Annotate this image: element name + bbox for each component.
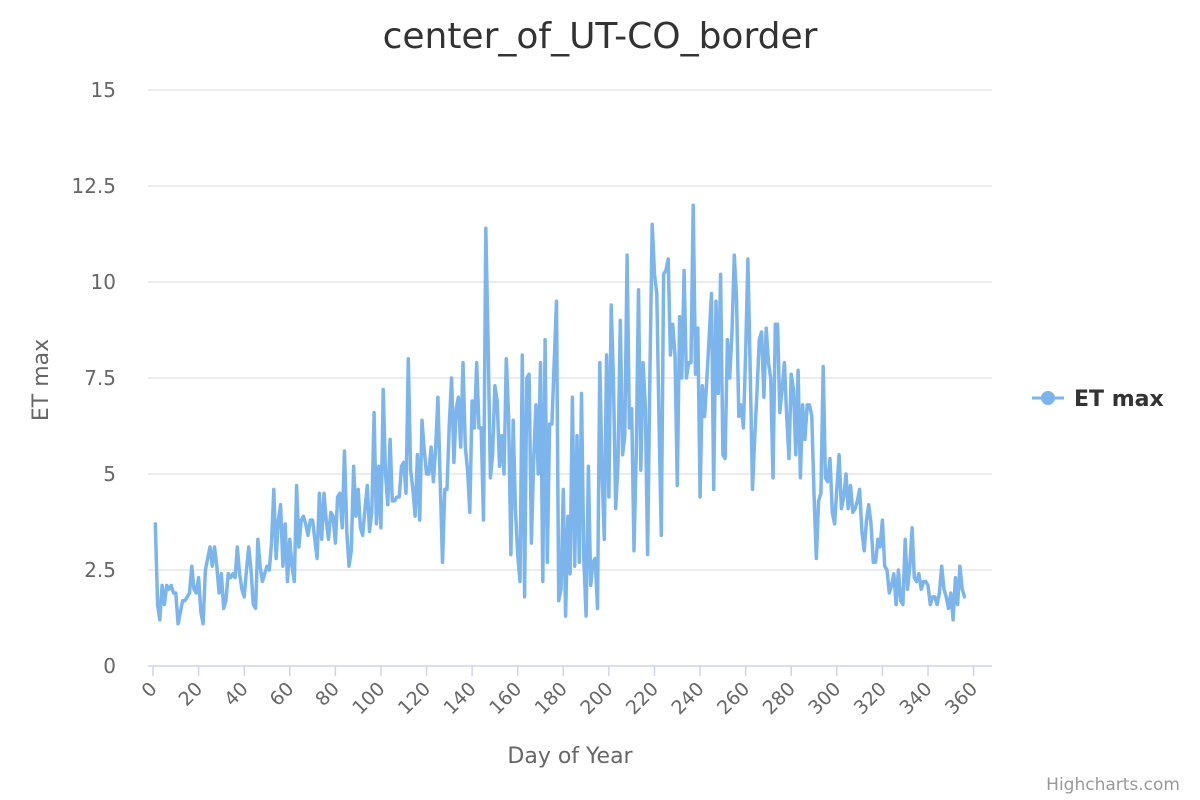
legend-item-et-max[interactable]: ET max (1032, 387, 1164, 412)
x-tick-label: 0 (137, 678, 161, 702)
y-tick-label: 10 (91, 270, 116, 294)
x-tick-label: 60 (266, 678, 299, 711)
x-tick-label: 340 (895, 678, 936, 719)
y-tick-label: 12.5 (71, 174, 116, 198)
y-axis-ticks: 0 2.5 5 7.5 10 12.5 15 (71, 78, 116, 678)
y-tick-label: 5 (103, 462, 116, 486)
x-tick-label: 280 (759, 678, 800, 719)
y-axis-title: ET max (29, 339, 54, 421)
highcharts-credits[interactable]: Highcharts.com (1046, 775, 1180, 795)
x-tick-label: 140 (439, 678, 480, 719)
y-tick-label: 7.5 (84, 366, 116, 390)
legend-marker (1041, 391, 1055, 405)
x-tick-label: 260 (713, 678, 754, 719)
x-tick-label: 100 (348, 678, 389, 719)
y-tick-label: 0 (103, 654, 116, 678)
x-tick-label: 320 (850, 678, 891, 719)
x-tick-label: 120 (394, 678, 435, 719)
y-tick-label: 15 (91, 78, 116, 102)
series-line-et-max[interactable] (153, 203, 967, 626)
x-axis-ticks: 0 20 40 60 80 100 120 140 160 180 200 220 240 260 280 3… (137, 666, 982, 719)
x-tick-label: 300 (804, 678, 845, 719)
x-tick-label: 180 (531, 678, 572, 719)
chart-title: center_of_UT-CO_border (383, 16, 818, 57)
x-tick-label: 240 (667, 678, 708, 719)
x-tick-label: 20 (174, 678, 207, 711)
x-tick-label: 220 (622, 678, 663, 719)
x-tick-label: 200 (576, 678, 617, 719)
gridlines (148, 89, 992, 571)
series-layer (153, 203, 967, 626)
x-axis-title: Day of Year (507, 744, 633, 769)
x-tick-label: 80 (311, 678, 344, 711)
x-tick-label: 360 (941, 678, 982, 719)
x-tick-label: 40 (220, 678, 253, 711)
x-tick-label: 160 (485, 678, 526, 719)
legend-label: ET max (1074, 387, 1164, 412)
y-tick-label: 2.5 (84, 558, 116, 582)
